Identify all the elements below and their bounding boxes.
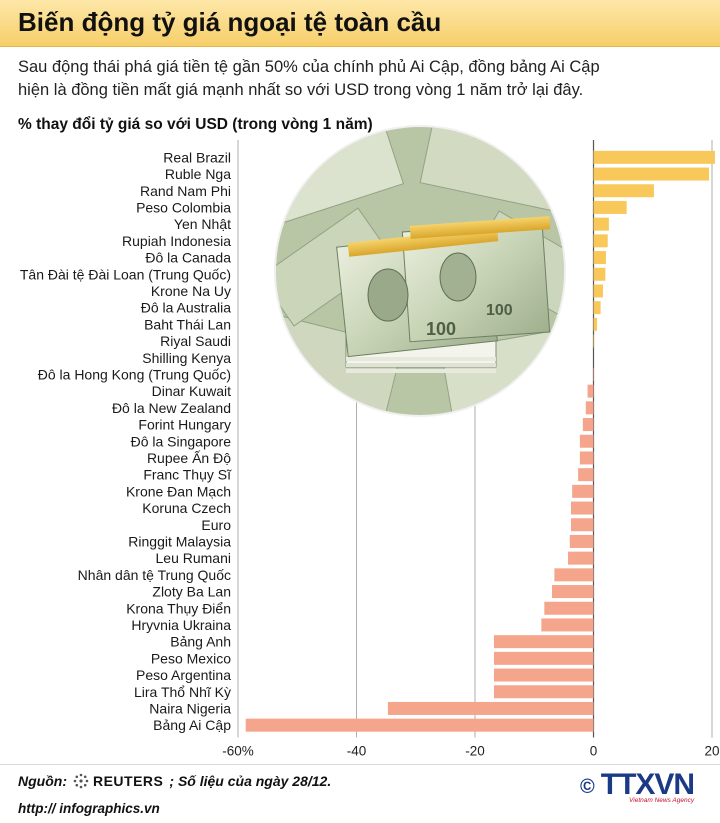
- brand-tagline: Vietnam News Agency: [629, 797, 695, 804]
- bar-17: [579, 434, 594, 448]
- reuters-dots-icon: [73, 773, 89, 789]
- category-label-28: Hryvnia Ukraina: [131, 617, 231, 633]
- bar-28: [541, 618, 594, 632]
- x-tick-label-3: 0: [590, 744, 598, 759]
- bar-19: [578, 468, 594, 482]
- bar-22: [570, 518, 594, 532]
- category-label-25: Nhân dân tệ Trung Quốc: [78, 567, 231, 583]
- bar-13: [592, 367, 594, 381]
- bar-30: [493, 651, 594, 665]
- x-tick-label-1: -40: [347, 744, 367, 759]
- bar-8: [593, 284, 603, 298]
- category-label-15: Đô la New Zealand: [112, 400, 231, 416]
- category-label-18: Rupee Ấn Độ: [147, 450, 231, 466]
- source-note: ; Số liệu của ngày 28/12.: [169, 773, 332, 789]
- banknote-stack-illustration: 100 100: [276, 127, 564, 415]
- category-label-23: Ringgit Malaysia: [128, 533, 231, 549]
- bar-26: [552, 585, 594, 599]
- category-label-16: Forint Hungary: [138, 417, 231, 433]
- category-label-1: Ruble Nga: [165, 166, 231, 182]
- svg-text:100: 100: [426, 319, 456, 339]
- bar-23: [569, 534, 594, 548]
- category-label-22: Euro: [201, 517, 231, 533]
- brand-name: TTXVN: [600, 768, 695, 801]
- source-line: Nguồn: REUTERS ; Số liệu của ngày 28/12.: [18, 773, 331, 789]
- x-tick-label-2: -20: [465, 744, 485, 759]
- category-label-19: Franc Thụy Sĩ: [143, 467, 232, 483]
- category-label-24: Leu Rumani: [156, 550, 232, 566]
- source-agency: REUTERS: [92, 773, 164, 789]
- category-label-21: Koruna Czech: [142, 500, 231, 516]
- intro-line-2: hiện là đồng tiền mất giá mạnh nhất so v…: [18, 81, 584, 99]
- category-label-4: Yen Nhật: [174, 216, 231, 232]
- bar-2: [593, 184, 654, 198]
- bar-27: [544, 601, 594, 615]
- bar-25: [554, 568, 594, 582]
- category-label-29: Bảng Anh: [170, 634, 231, 650]
- bar-3: [593, 200, 627, 214]
- reuters-logo: REUTERS: [73, 773, 163, 789]
- website-link[interactable]: http:// infographics.vn: [18, 801, 160, 816]
- category-label-33: Naira Nigeria: [149, 700, 231, 716]
- bar-18: [579, 451, 594, 465]
- source-label: Nguồn:: [18, 773, 67, 789]
- bar-0: [593, 150, 715, 164]
- category-label-8: Krone Na Uy: [151, 283, 231, 299]
- footer: Nguồn: REUTERS ; Số liệu của ngày 28/12.…: [0, 764, 720, 823]
- category-label-32: Lira Thổ Nhĩ Kỳ: [134, 684, 231, 700]
- category-label-20: Krone Đan Mạch: [126, 483, 231, 499]
- bar-24: [568, 551, 594, 565]
- bar-34: [245, 718, 594, 732]
- category-label-5: Rupiah Indonesia: [122, 233, 231, 249]
- bar-9: [593, 301, 601, 315]
- x-tick-label-0: -60%: [222, 744, 254, 759]
- category-label-7: Tân Đài tệ Đài Loan (Trung Quốc): [20, 266, 231, 282]
- bar-7: [593, 267, 606, 281]
- svg-text:100: 100: [486, 302, 513, 319]
- bar-1: [593, 167, 710, 181]
- category-label-10: Baht Thái Lan: [144, 316, 231, 332]
- bar-6: [593, 251, 606, 265]
- page-title: Biến động tỷ giá ngoại tệ toàn cầu: [18, 7, 442, 37]
- category-label-17: Đô la Singapore: [131, 433, 232, 449]
- bar-32: [493, 685, 594, 699]
- money-photo: 100 100: [276, 127, 564, 415]
- category-label-26: Zloty Ba Lan: [152, 584, 231, 600]
- title-band: Biến động tỷ giá ngoại tệ toàn cầu: [0, 0, 720, 47]
- category-label-6: Đô la Canada: [145, 250, 231, 266]
- intro-line-1: Sau động thái phá giá tiền tệ gần 50% củ…: [18, 58, 600, 76]
- bar-10: [593, 317, 598, 331]
- category-label-0: Real Brazil: [163, 149, 231, 165]
- category-label-12: Shilling Kenya: [142, 350, 231, 366]
- bar-29: [493, 635, 594, 649]
- bar-5: [593, 234, 608, 248]
- bar-16: [582, 418, 594, 432]
- category-label-31: Peso Argentina: [136, 667, 231, 683]
- ttxvn-logo: © TTXVN Vietnam News Agency: [580, 768, 695, 805]
- x-tick-label-4: 20: [704, 744, 719, 759]
- category-label-13: Đô la Hong Kong (Trung Quốc): [38, 366, 231, 382]
- copyright-icon: ©: [580, 776, 595, 798]
- category-label-14: Dinar Kuwait: [152, 383, 231, 399]
- bar-4: [593, 217, 609, 231]
- category-label-27: Krona Thụy Điển: [126, 600, 231, 616]
- bar-20: [572, 484, 594, 498]
- category-label-2: Rand Nam Phi: [140, 183, 231, 199]
- bar-15: [585, 401, 594, 415]
- bar-31: [493, 668, 594, 682]
- bar-21: [570, 501, 594, 515]
- category-label-3: Peso Colombia: [136, 199, 231, 215]
- category-label-34: Bảng Ai Cập: [153, 717, 231, 733]
- category-label-9: Đô la Australia: [141, 300, 231, 316]
- bar-11: [593, 334, 595, 348]
- intro-text: Sau động thái phá giá tiền tệ gần 50% củ…: [18, 56, 708, 102]
- bar-14: [587, 384, 594, 398]
- category-label-30: Peso Mexico: [151, 650, 231, 666]
- chart-title: % thay đổi tỷ giá so với USD (trong vòng…: [18, 116, 373, 133]
- bar-33: [387, 701, 594, 715]
- category-label-11: Riyal Saudi: [160, 333, 231, 349]
